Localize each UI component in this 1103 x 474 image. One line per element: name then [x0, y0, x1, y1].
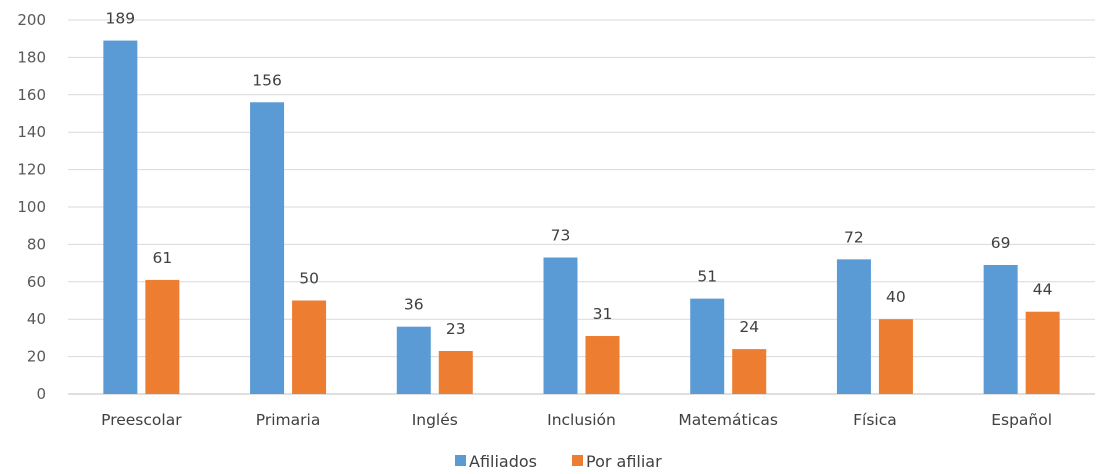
- y-tick-label: 120: [17, 161, 46, 179]
- bar-por-afiliar: [879, 319, 913, 394]
- bar-afiliados: [397, 327, 431, 394]
- y-tick-label: 60: [27, 273, 46, 291]
- bar-afiliados: [690, 299, 724, 394]
- x-tick-label: Español: [991, 411, 1052, 429]
- y-tick-label: 20: [27, 348, 46, 366]
- y-axis: 0 20 40 60 80 100 120 140 160 180 200: [17, 11, 46, 403]
- legend-swatch: [455, 455, 466, 466]
- gridlines: [68, 20, 1095, 394]
- data-label: 40: [886, 288, 906, 306]
- legend-label: Por afiliar: [586, 452, 662, 471]
- bar-por-afiliar: [1026, 312, 1060, 394]
- x-tick-label: Matemáticas: [678, 411, 778, 429]
- data-label: 36: [404, 296, 424, 314]
- data-label: 72: [844, 228, 864, 246]
- x-axis: Preescolar Primaria Inglés Inclusión Matemát…: [101, 411, 1052, 429]
- bar-afiliados: [837, 259, 871, 394]
- y-tick-label: 100: [17, 198, 46, 216]
- bar-por-afiliar: [439, 351, 473, 394]
- bar-afiliados: [250, 102, 284, 394]
- bar-por-afiliar: [586, 336, 620, 394]
- y-tick-label: 40: [27, 310, 46, 328]
- bar-por-afiliar: [292, 301, 326, 395]
- data-label: 51: [697, 268, 717, 286]
- legend: Afiliados Por afiliar: [455, 452, 662, 471]
- legend-label: Afiliados: [469, 452, 537, 471]
- data-label: 44: [1033, 281, 1053, 299]
- data-label: 73: [551, 226, 571, 244]
- bars: [103, 41, 1059, 394]
- x-tick-label: Primaria: [256, 411, 321, 429]
- data-label: 31: [593, 305, 613, 323]
- y-tick-label: 200: [17, 11, 46, 29]
- data-labels: 189 61 156 50 36 23 73 31 51 24 72 40 69 44: [106, 10, 1053, 338]
- data-label: 50: [299, 270, 319, 288]
- bar-por-afiliar: [145, 280, 179, 394]
- x-tick-label: Inclusión: [547, 411, 616, 429]
- x-tick-label: Preescolar: [101, 411, 182, 429]
- data-label: 61: [152, 249, 172, 267]
- bar-afiliados: [103, 41, 137, 394]
- data-label: 69: [991, 234, 1011, 252]
- y-tick-label: 160: [17, 86, 46, 104]
- x-tick-label: Física: [853, 411, 897, 429]
- y-tick-label: 180: [17, 48, 46, 66]
- bar-por-afiliar: [732, 349, 766, 394]
- bar-afiliados: [544, 257, 578, 394]
- data-label: 24: [739, 318, 759, 336]
- data-label: 189: [106, 10, 136, 28]
- y-tick-label: 0: [36, 385, 46, 403]
- x-tick-label: Inglés: [412, 411, 458, 429]
- data-label: 23: [446, 320, 466, 338]
- y-tick-label: 140: [17, 123, 46, 141]
- data-label: 156: [252, 71, 282, 89]
- y-tick-label: 80: [27, 235, 46, 253]
- legend-swatch: [572, 455, 583, 466]
- bar-afiliados: [984, 265, 1018, 394]
